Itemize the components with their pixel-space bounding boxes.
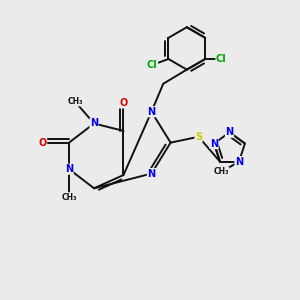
Text: N: N	[235, 157, 243, 166]
Text: Cl: Cl	[216, 54, 227, 64]
Text: Cl: Cl	[147, 60, 158, 70]
Text: N: N	[147, 169, 155, 178]
Text: CH₃: CH₃	[67, 97, 83, 106]
Text: O: O	[38, 138, 47, 148]
Text: N: N	[147, 107, 155, 117]
Text: N: N	[225, 127, 234, 137]
Text: N: N	[210, 139, 218, 148]
Text: S: S	[195, 132, 202, 142]
Text: CH₃: CH₃	[214, 167, 229, 176]
Text: O: O	[119, 98, 128, 108]
Text: N: N	[90, 118, 98, 128]
Text: N: N	[65, 164, 73, 174]
Text: CH₃: CH₃	[61, 193, 77, 202]
